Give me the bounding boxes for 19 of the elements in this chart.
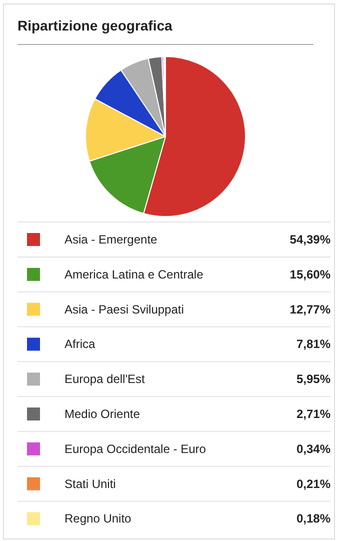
data-label: 0,34% bbox=[296, 442, 331, 456]
chart-title: Ripartizione geografica bbox=[18, 18, 173, 34]
data-label: 5,95% bbox=[296, 372, 331, 386]
data-label: 2,71% bbox=[296, 407, 331, 421]
data-label: 12,77% bbox=[290, 302, 331, 316]
legend-label: America Latina e Centrale bbox=[64, 267, 204, 282]
legend-label: Asia - Emergente bbox=[64, 232, 158, 246]
legend-label: Europa Occidentale - Euro bbox=[64, 442, 206, 456]
data-label: 0,21% bbox=[296, 476, 331, 491]
data-label: 0,18% bbox=[296, 512, 331, 526]
legend-label: Africa bbox=[64, 337, 96, 352]
legend-label: Europa dell'Est bbox=[64, 372, 146, 386]
data-label: 15,60% bbox=[290, 267, 331, 282]
data-label: 7,81% bbox=[296, 337, 331, 352]
data-label: 54,39% bbox=[290, 232, 331, 246]
legend-label: Stati Uniti bbox=[64, 476, 116, 491]
legend-label: Asia - Paesi Sviluppati bbox=[64, 302, 184, 316]
legend-label: Medio Oriente bbox=[64, 407, 140, 421]
legend-label: Regno Unito bbox=[64, 512, 132, 526]
